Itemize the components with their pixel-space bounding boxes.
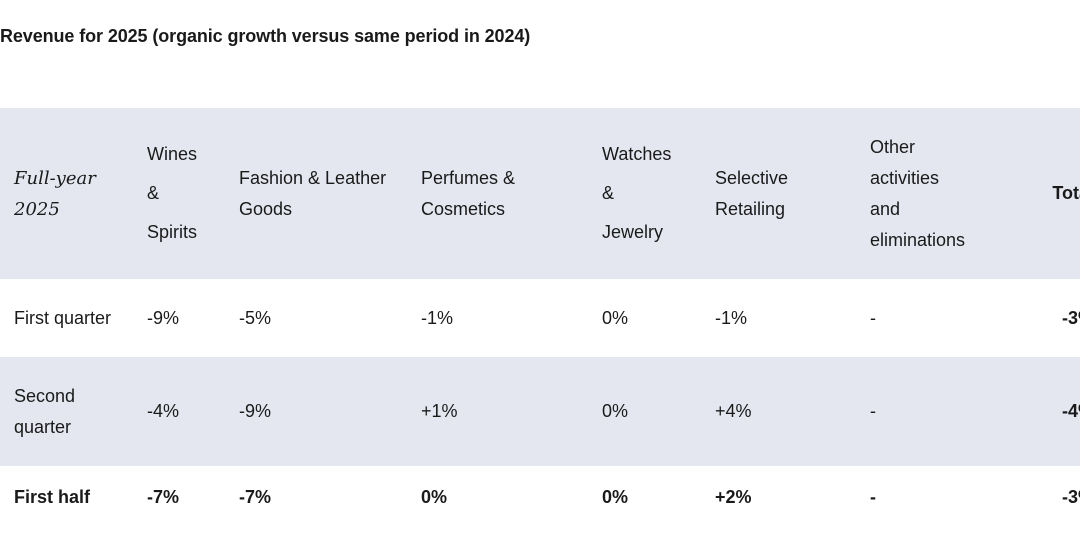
cell-perfumes: -1% [421, 307, 454, 328]
cell-total: -3% [1061, 307, 1080, 328]
cell-total: -3% [1061, 486, 1080, 507]
cell-wines: -4% [147, 401, 180, 421]
table-row: First quarter -9% -5% -1% 0% -1% - -3% [0, 279, 1080, 357]
cell-other: - [870, 486, 876, 507]
cell-watches: 0% [602, 401, 629, 421]
cell-selective: +4% [715, 401, 752, 421]
row-label: First half [14, 486, 91, 507]
cell-wines: -7% [147, 486, 180, 507]
header-selective-retailing: Selective Retailing [715, 167, 789, 219]
header-total: Total [1052, 183, 1080, 203]
header-wines-spirits: Wines & Spirits [147, 144, 198, 242]
header-watches-jewelry: Watches & Jewelry [602, 144, 672, 242]
row-label: First quarter [14, 307, 112, 328]
header-other-activities: Other activities and eliminations [870, 136, 966, 250]
cell-other: - [870, 401, 876, 421]
header-perfumes-cosmetics: Perfumes & Cosmetics [421, 167, 516, 219]
cell-wines: -9% [147, 307, 180, 328]
cell-selective: -1% [715, 307, 748, 328]
row-label: Second quarter [14, 385, 76, 437]
revenue-table: Full-year 2025 Wines & Spirits Fashion & Le… [0, 108, 1080, 528]
cell-fashion: -9% [239, 401, 272, 421]
cell-fashion: -5% [239, 307, 272, 328]
cell-watches: 0% [602, 307, 629, 328]
cell-selective: +2% [715, 486, 752, 507]
header-period: Full-year 2025 [14, 167, 96, 220]
table-row: First half -7% -7% 0% 0% +2% - -3% [0, 466, 1080, 528]
cell-total: -4% [1061, 401, 1080, 421]
cell-other: - [870, 307, 876, 328]
table-title: Revenue for 2025 (organic growth versus … [0, 26, 531, 46]
cell-fashion: -7% [239, 486, 272, 507]
table-header-row: Full-year 2025 Wines & Spirits Fashion & Le… [0, 108, 1080, 279]
header-fashion-leather: Fashion & Leather Goods [239, 167, 387, 219]
cell-perfumes: +1% [421, 401, 458, 421]
cell-perfumes: 0% [421, 486, 448, 507]
cell-watches: 0% [602, 486, 629, 507]
